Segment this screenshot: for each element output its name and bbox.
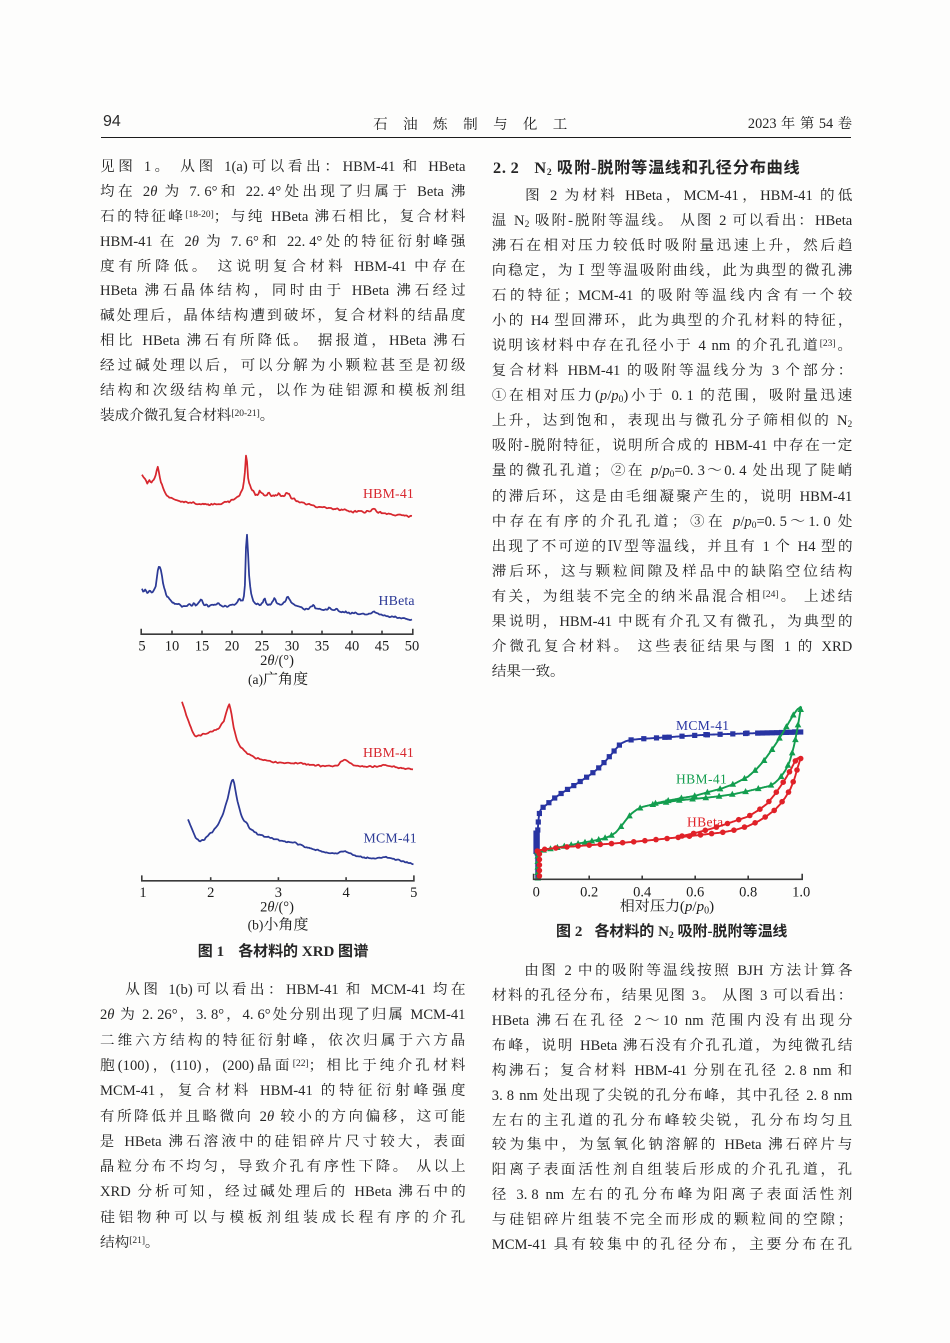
svg-text:30: 30 bbox=[285, 635, 300, 656]
svg-text:0: 0 bbox=[533, 881, 540, 902]
svg-text:相对压力(p/p0): 相对压力(p/p0) bbox=[620, 895, 714, 917]
svg-text:HBM-41: HBM-41 bbox=[676, 768, 727, 788]
svg-text:(b)小角度: (b)小角度 bbox=[248, 914, 309, 935]
svg-text:HBM-41: HBM-41 bbox=[363, 482, 414, 502]
svg-text:4: 4 bbox=[342, 881, 350, 902]
svg-text:40: 40 bbox=[345, 635, 360, 656]
svg-text:3: 3 bbox=[275, 881, 282, 902]
svg-text:HBM-41: HBM-41 bbox=[363, 741, 414, 761]
svg-text:1: 1 bbox=[139, 881, 146, 902]
svg-text:5: 5 bbox=[410, 881, 417, 902]
svg-text:50: 50 bbox=[405, 635, 420, 656]
svg-text:0.8: 0.8 bbox=[739, 881, 757, 902]
svg-text:15: 15 bbox=[195, 635, 210, 656]
svg-text:HBeta: HBeta bbox=[379, 589, 415, 609]
svg-text:35: 35 bbox=[315, 635, 330, 656]
svg-text:(a)广角度: (a)广角度 bbox=[248, 668, 308, 689]
svg-text:0.4: 0.4 bbox=[633, 881, 652, 902]
svg-text:2: 2 bbox=[207, 881, 214, 902]
svg-text:10: 10 bbox=[165, 635, 180, 656]
svg-text:HBeta: HBeta bbox=[687, 811, 724, 831]
svg-text:2θ/(°): 2θ/(°) bbox=[260, 896, 294, 917]
svg-text:45: 45 bbox=[375, 635, 390, 656]
svg-text:0.6: 0.6 bbox=[686, 881, 704, 902]
svg-text:5: 5 bbox=[138, 635, 145, 656]
svg-text:0.2: 0.2 bbox=[580, 881, 598, 902]
svg-text:MCM-41: MCM-41 bbox=[676, 714, 729, 734]
svg-text:1.0: 1.0 bbox=[792, 881, 810, 902]
svg-text:MCM-41: MCM-41 bbox=[364, 827, 417, 847]
svg-text:2θ/(°): 2θ/(°) bbox=[260, 649, 294, 670]
svg-text:25: 25 bbox=[255, 635, 270, 656]
svg-text:20: 20 bbox=[225, 635, 240, 656]
